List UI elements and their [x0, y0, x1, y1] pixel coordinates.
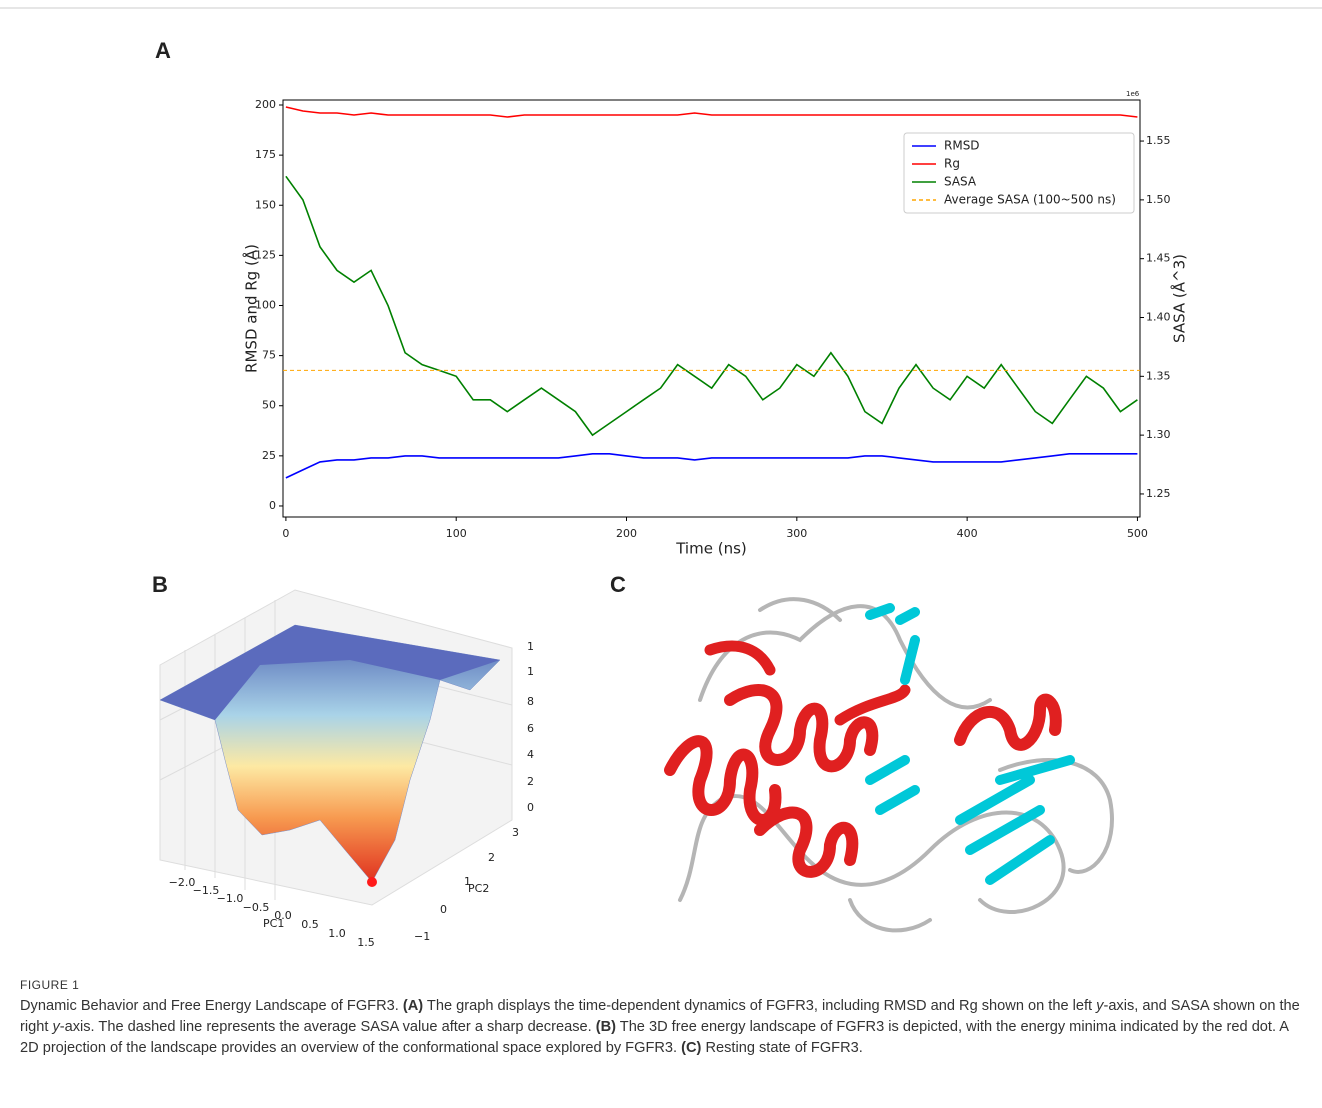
- caption: FIGURE 1 Dynamic Behavior and Free Energ…: [20, 978, 1305, 1059]
- z-tick-label: 4: [527, 748, 534, 761]
- x-axis-label: Time (ns): [675, 540, 747, 558]
- panel-label: B: [152, 572, 168, 597]
- caption-segment: -axis. The dashed line represents the av…: [59, 1019, 596, 1035]
- y-tick-label: 125: [255, 248, 276, 261]
- x-tick-label: 400: [957, 527, 978, 540]
- y-tick-label: 150: [255, 198, 276, 211]
- z-tick-label: 2: [527, 775, 534, 788]
- pc1-tick-label: 0.0: [274, 909, 292, 922]
- y2-tick-label: 1.35: [1146, 369, 1171, 382]
- pc2-tick-label: 1: [464, 875, 471, 888]
- z-tick-label: 0: [527, 801, 534, 814]
- pc1-tick-label: 0.5: [301, 918, 319, 931]
- series-line: [285, 175, 1138, 437]
- y-tick-label: 25: [262, 449, 276, 462]
- surface-plot: [159, 589, 513, 906]
- x-tick-label: 500: [1127, 527, 1148, 540]
- y-tick-label: 0: [269, 499, 276, 512]
- pc2-tick-label: 2: [488, 851, 495, 864]
- caption-segment: (A): [402, 998, 424, 1014]
- y-tick-label: 75: [262, 349, 276, 362]
- y-axis-label: RMSD and Rg (Å): [242, 244, 261, 373]
- pc1-tick-label: −0.5: [243, 901, 270, 914]
- figure-number: FIGURE 1: [20, 978, 80, 992]
- caption-segment: -axis, and SASA shown on the right: [20, 998, 1300, 1035]
- legend-label: Average SASA (100~500 ns): [944, 193, 1116, 207]
- caption-segment: Dynamic Behavior and Free Energy Landsca…: [20, 998, 403, 1014]
- caption-segment: y: [52, 1019, 60, 1035]
- x-tick-label: 0: [282, 527, 289, 540]
- pc1-tick-label: 1.0: [328, 927, 346, 940]
- pc1-tick-label: −1.0: [217, 892, 244, 905]
- y2-tick-label: 1.55: [1146, 134, 1171, 147]
- figure: A B C PC1 PC2 1 1 8 6 4 2 0 −2.0−1.5−1.0−0.5 0.0…: [0, 7, 1322, 949]
- legend-label: SASA: [944, 175, 977, 189]
- caption-text: Dynamic Behavior and Free Energy Landsca…: [20, 996, 1305, 1059]
- z-tick-label: 8: [527, 695, 534, 708]
- y-tick-label: 50: [262, 399, 276, 412]
- y2-tick-label: 1.25: [1146, 487, 1171, 500]
- protein-cartoon: [664, 597, 1114, 933]
- y2-tick-label: 1.40: [1146, 310, 1171, 323]
- caption-segment: The graph displays the time-dependent dy…: [423, 998, 1097, 1014]
- caption-segment: The 3D free energy landscape of FGFR3 is…: [20, 1019, 1289, 1056]
- tick-labels: 1 1 8 6 4 2 0 −2.0−1.5−1.0−0.5 0.0 0.5 1.0 1.5 3 2 1 0 −…: [169, 640, 534, 949]
- legend-label: Rg: [944, 157, 960, 171]
- pc2-tick-label: 3: [512, 826, 519, 839]
- caption-segment: y: [1096, 998, 1104, 1014]
- axis-label: PC1: [263, 917, 284, 930]
- axis-label: PC2: [468, 882, 489, 895]
- offset-label: 1e6: [1126, 90, 1140, 98]
- y2-tick-label: 1.30: [1146, 428, 1171, 441]
- x-tick-label: 100: [446, 527, 467, 540]
- pc1-tick-label: −1.5: [193, 884, 220, 897]
- pc1-tick-label: 1.5: [357, 936, 375, 949]
- legend-box: [903, 132, 1135, 214]
- z-tick-label: 1: [527, 665, 534, 678]
- z-tick-label: 6: [527, 722, 534, 735]
- series-line: [285, 453, 1138, 479]
- x-tick-label: 300: [786, 527, 807, 540]
- plot-frame: [282, 99, 1141, 518]
- legend-label: RMSD: [944, 139, 980, 153]
- series-line: [285, 106, 1138, 118]
- caption-segment: (C): [681, 1040, 702, 1056]
- y-tick-label: 175: [255, 148, 276, 161]
- panel-label: A: [155, 38, 171, 63]
- y2-tick-label: 1.45: [1146, 252, 1171, 265]
- y-tick-label: 100: [255, 298, 276, 311]
- x-tick-label: 200: [616, 527, 637, 540]
- pc2-tick-label: −1: [414, 930, 430, 943]
- pc1-tick-label: −2.0: [169, 876, 196, 889]
- panel-label: C: [610, 572, 626, 597]
- caption-segment: (B): [595, 1019, 616, 1035]
- y-tick-label: 200: [255, 98, 276, 111]
- pc2-tick-label: 0: [440, 903, 447, 916]
- z-tick-label: 1: [527, 640, 534, 653]
- y2-axis-label: SASA (Å^3): [1170, 254, 1189, 343]
- y2-tick-label: 1.50: [1146, 193, 1171, 206]
- caption-segment: Resting state of FGFR3.: [701, 1040, 863, 1056]
